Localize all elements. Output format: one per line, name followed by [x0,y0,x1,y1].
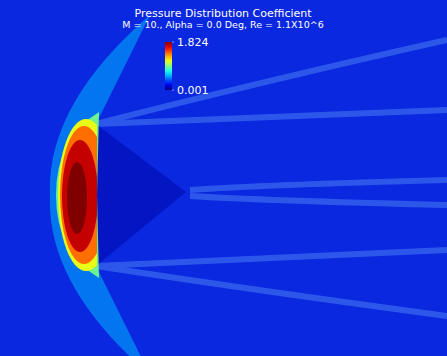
wake-streak [96,40,447,124]
subtitle: M = 10., Alpha = 0.0 Deg, Re = 1.1X10^6 [122,19,323,30]
chart: Pressure Distribution CoefficientM = 10.… [0,0,447,356]
contour-band [62,140,97,252]
contour-band [50,15,150,356]
contours [50,15,150,356]
wake-cone [96,124,186,266]
colorbar-tick [172,42,174,43]
wake-streak [96,266,447,316]
contour-band [58,119,97,271]
colorbar-label: 0.001 [177,84,209,97]
wake [96,40,447,316]
wake-streak [96,110,447,124]
wake-streak [190,196,447,205]
colorbar-tick [172,90,174,91]
contour-band [67,162,87,234]
wake-streak [190,180,447,190]
background [0,0,447,356]
colorbar-label: 1.824 [177,36,209,49]
colorbar [165,42,172,90]
wake-streak [96,250,447,266]
contour-band [60,126,97,264]
